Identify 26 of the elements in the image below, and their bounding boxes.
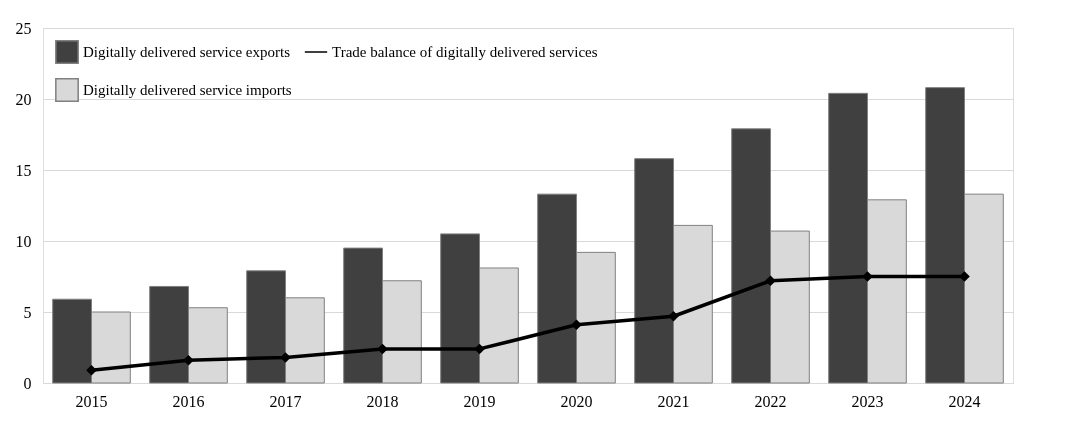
- point: [377, 344, 388, 354]
- point: [765, 275, 776, 286]
- point: [571, 319, 582, 330]
- x-tick-label: 2021: [657, 392, 690, 410]
- y-tick-label: 15: [15, 161, 32, 179]
- point: [474, 344, 485, 354]
- x-tick-label: 2019: [463, 392, 496, 410]
- legend-label: Digitally delivered service exports: [83, 44, 291, 60]
- x-tick-label: 2023: [851, 392, 884, 410]
- y-tick-label: 0: [23, 374, 32, 392]
- x-tick-label: 2020: [560, 392, 593, 410]
- point: [183, 355, 194, 366]
- x-tick-label: 2022: [754, 392, 787, 410]
- x-tick-label: 2016: [172, 392, 205, 410]
- legend-label: Trade balance of digitally delivered services: [332, 44, 598, 60]
- y-tick-label: 25: [15, 19, 32, 37]
- y-tick-label: 5: [23, 303, 32, 321]
- x-tick-label: 2018: [366, 392, 399, 410]
- x-tick-label: 2024: [948, 392, 981, 410]
- legend-label: Digitally delivered service imports: [83, 82, 292, 98]
- point: [86, 365, 97, 376]
- x-tick-label: 2017: [269, 392, 302, 410]
- point: [668, 311, 679, 322]
- x-tick-label: 2015: [75, 392, 108, 410]
- y-tick-label: 20: [15, 90, 32, 108]
- y-tick-label: 10: [15, 232, 32, 250]
